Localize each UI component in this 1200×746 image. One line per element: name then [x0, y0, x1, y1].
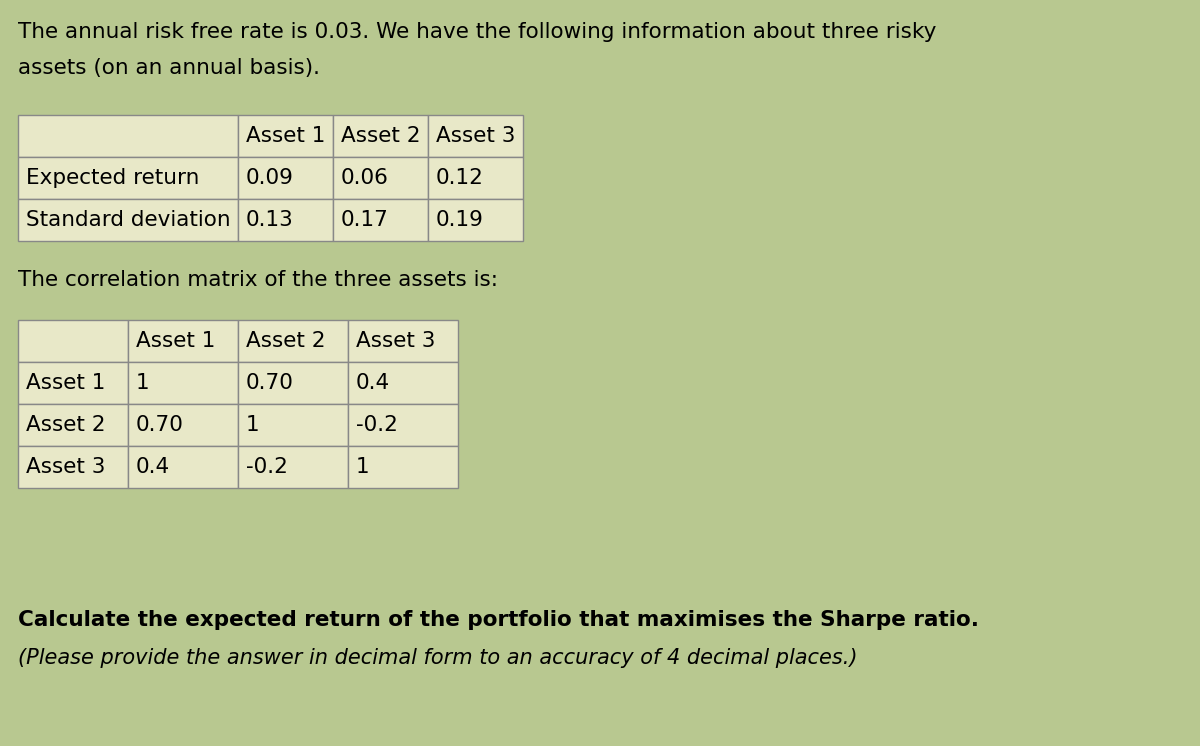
- Bar: [18, 115, 238, 157]
- Bar: [428, 157, 523, 199]
- Text: Asset 2: Asset 2: [246, 331, 325, 351]
- Text: Calculate the expected return of the portfolio that maximises the Sharpe ratio.: Calculate the expected return of the por…: [18, 610, 979, 630]
- Text: 0.06: 0.06: [341, 168, 389, 188]
- Text: 1: 1: [356, 457, 370, 477]
- Text: Asset 2: Asset 2: [26, 415, 106, 435]
- Text: -0.2: -0.2: [356, 415, 398, 435]
- Bar: [18, 362, 128, 404]
- Bar: [238, 446, 348, 488]
- Text: Asset 1: Asset 1: [26, 373, 106, 393]
- Text: 0.70: 0.70: [136, 415, 184, 435]
- Bar: [238, 404, 348, 446]
- Bar: [348, 320, 458, 362]
- Bar: [238, 199, 334, 241]
- Text: 0.12: 0.12: [436, 168, 484, 188]
- Text: Asset 3: Asset 3: [436, 126, 515, 146]
- Text: Asset 1: Asset 1: [136, 331, 215, 351]
- Text: 0.09: 0.09: [246, 168, 294, 188]
- Text: The correlation matrix of the three assets is:: The correlation matrix of the three asse…: [18, 270, 498, 290]
- Text: -0.2: -0.2: [246, 457, 288, 477]
- Text: The annual risk free rate is 0.03. We have the following information about three: The annual risk free rate is 0.03. We ha…: [18, 22, 936, 42]
- Text: 0.19: 0.19: [436, 210, 484, 230]
- Text: Expected return: Expected return: [26, 168, 199, 188]
- Text: Asset 3: Asset 3: [26, 457, 106, 477]
- Text: 0.70: 0.70: [246, 373, 294, 393]
- Text: assets (on an annual basis).: assets (on an annual basis).: [18, 58, 320, 78]
- Text: Asset 1: Asset 1: [246, 126, 325, 146]
- Text: 0.4: 0.4: [136, 457, 170, 477]
- Bar: [238, 115, 334, 157]
- Bar: [128, 320, 238, 362]
- Bar: [348, 362, 458, 404]
- Bar: [334, 115, 428, 157]
- Bar: [128, 404, 238, 446]
- Bar: [334, 199, 428, 241]
- Bar: [18, 320, 128, 362]
- Bar: [238, 320, 348, 362]
- Text: Asset 2: Asset 2: [341, 126, 420, 146]
- Bar: [334, 157, 428, 199]
- Text: 0.4: 0.4: [356, 373, 390, 393]
- Bar: [18, 157, 238, 199]
- Bar: [348, 446, 458, 488]
- Text: (Please provide the answer in decimal form to an accuracy of 4 decimal places.): (Please provide the answer in decimal fo…: [18, 648, 858, 668]
- Bar: [128, 362, 238, 404]
- Text: 1: 1: [136, 373, 150, 393]
- Text: Asset 3: Asset 3: [356, 331, 436, 351]
- Text: Standard deviation: Standard deviation: [26, 210, 230, 230]
- Bar: [348, 404, 458, 446]
- Bar: [18, 446, 128, 488]
- Bar: [238, 362, 348, 404]
- Text: 1: 1: [246, 415, 259, 435]
- Bar: [238, 157, 334, 199]
- Text: 0.17: 0.17: [341, 210, 389, 230]
- Bar: [128, 446, 238, 488]
- Bar: [18, 404, 128, 446]
- Bar: [428, 115, 523, 157]
- Bar: [428, 199, 523, 241]
- Text: 0.13: 0.13: [246, 210, 294, 230]
- Bar: [18, 199, 238, 241]
